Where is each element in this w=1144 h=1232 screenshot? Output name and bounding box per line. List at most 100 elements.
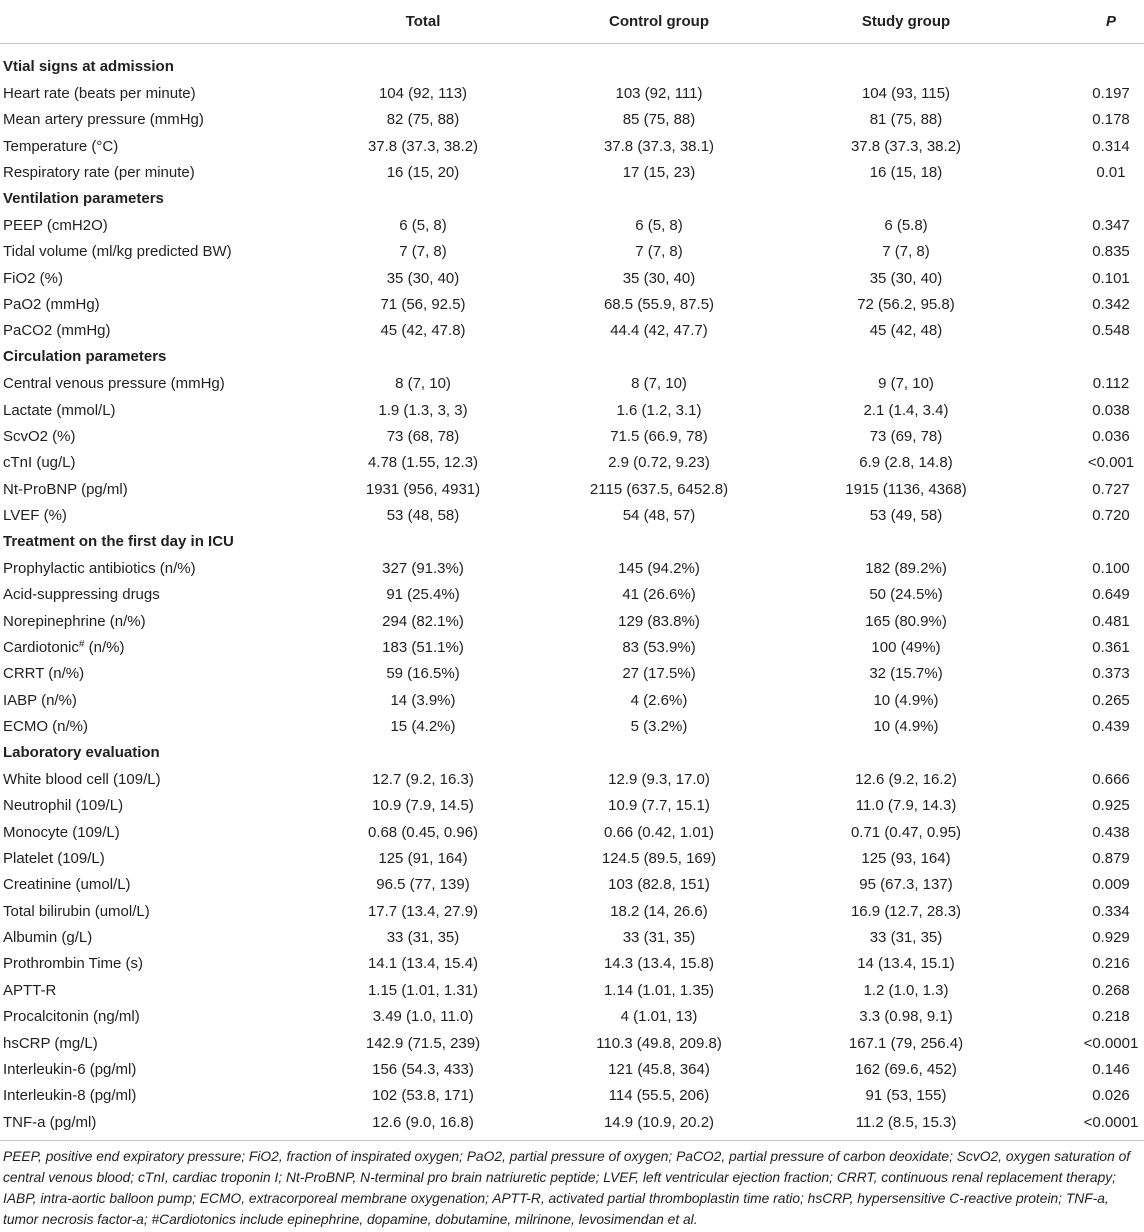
table-row: cTnI (ug/L) 4.78 (1.55, 12.3) 2.9 (0.72, 9…: [0, 450, 1144, 476]
cell-total: 102 (53.8, 171): [372, 1087, 474, 1105]
cell-study: 72 (56.2, 95.8): [857, 296, 955, 314]
cell-control: 1.14 (1.01, 1.35): [603, 981, 715, 999]
cell-total: 294 (82.1%): [382, 612, 464, 630]
cell-total: 82 (75, 88): [386, 111, 460, 129]
row-label: TNF-a (pg/ml): [3, 1113, 97, 1131]
cell-total: 142.9 (71.5, 239): [365, 1034, 481, 1052]
row-label-unit: (n/%): [84, 638, 125, 656]
row-label: Prophylactic antibiotics (n/%): [3, 559, 196, 577]
row-label: Albumin (g/L): [3, 929, 93, 947]
cell-p: 0.347: [1092, 216, 1130, 234]
row-label: Lactate (mmol/L): [3, 401, 116, 419]
footnote-line: tumor necrosis factor-a; #Cardiotonics i…: [3, 1212, 698, 1228]
table-row: ScvO2 (%) 73 (68, 78) 71.5 (66.9, 78) 73 (6…: [0, 423, 1144, 449]
table-row: CRRT (n/%) 59 (16.5%) 27 (17.5%) 32 (15.7%)…: [0, 661, 1144, 687]
cell-control: 5 (3.2%): [630, 718, 688, 736]
table-row: PaCO2 (mmHg) 45 (42, 47.8) 44.4 (42, 47.7)…: [0, 318, 1144, 344]
table-row: Prothrombin Time (s) 14.1 (13.4, 15.4) 14.…: [0, 951, 1144, 977]
cell-p: 0.929: [1092, 929, 1130, 947]
cell-control: 129 (83.8%): [618, 612, 700, 630]
cell-control: 68.5 (55.9, 87.5): [603, 296, 715, 314]
row-label: APTT-R: [3, 981, 57, 999]
row-label: Mean artery pressure (mmHg): [3, 111, 204, 129]
cell-control: 35 (30, 40): [622, 269, 696, 287]
row-label: Temperature (°C): [3, 137, 119, 155]
cell-total: 8 (7, 10): [395, 375, 451, 393]
cell-control: 7 (7, 8): [635, 243, 683, 261]
table-row: Tidal volume (ml/kg predicted BW) 7 (7, 8…: [0, 239, 1144, 265]
cell-p: <0.0001: [1083, 1034, 1139, 1052]
cell-study: 37.8 (37.3, 38.2): [850, 137, 962, 155]
cell-p: 0.925: [1092, 797, 1130, 815]
footnote: PEEP, positive end expiratory pressure; …: [0, 1141, 1144, 1230]
cell-control: 85 (75, 88): [622, 111, 696, 129]
cell-total: 35 (30, 40): [386, 269, 460, 287]
row-label: Acid-suppressing drugs: [3, 586, 160, 604]
cell-total: 73 (68, 78): [386, 427, 460, 445]
cell-total: 10.9 (7.9, 14.5): [372, 797, 474, 815]
table-body: Vtial signs at admission Heart rate (beat…: [0, 54, 1144, 1142]
row-label: Neutrophil (109/L): [3, 797, 124, 815]
row-label: Platelet (109/L): [3, 849, 105, 867]
cell-study: 11.2 (8.5, 15.3): [855, 1113, 957, 1131]
cell-study: 182 (89.2%): [865, 559, 947, 577]
cell-control: 54 (48, 57): [622, 507, 696, 525]
cell-study: 12.6 (9.2, 16.2): [855, 770, 957, 788]
table-row: Albumin (g/L) 33 (31, 35) 33 (31, 35) 33 (3…: [0, 924, 1144, 950]
cell-study: 14 (13.4, 15.1): [857, 955, 955, 973]
cell-total: 96.5 (77, 139): [376, 876, 470, 894]
cell-study: 1915 (1136, 4368): [845, 480, 967, 498]
cell-total: 12.6 (9.0, 16.8): [372, 1113, 474, 1131]
cell-total: 1.9 (1.3, 3, 3): [378, 401, 468, 419]
row-label: Nt-ProBNP (pg/ml): [3, 480, 128, 498]
cell-control: 6 (5, 8): [635, 216, 683, 234]
row-label: Cardiotonic# (n/%): [0, 639, 262, 656]
table-row: White blood cell (109/L) 12.7 (9.2, 16.3)…: [0, 766, 1144, 792]
table-header: Total Control group Study group P: [0, 0, 1144, 44]
table-row: PEEP (cmH2O) 6 (5, 8) 6 (5, 8) 6 (5.8) 0.347: [0, 212, 1144, 238]
cell-total: 15 (4.2%): [390, 718, 456, 736]
cell-p: 0.439: [1092, 718, 1130, 736]
cell-study: 100 (49%): [871, 638, 941, 656]
table-row: Acid-suppressing drugs 91 (25.4%) 41 (26.6…: [0, 582, 1144, 608]
row-label: Interleukin-8 (pg/ml): [3, 1087, 137, 1105]
cell-study: 1.2 (1.0, 1.3): [863, 981, 949, 999]
cell-study: 10 (4.9%): [873, 691, 939, 709]
section-title: Ventilation parameters: [3, 189, 164, 207]
cell-total: 33 (31, 35): [386, 929, 460, 947]
cell-total: 71 (56, 92.5): [380, 296, 466, 314]
cell-total: 45 (42, 47.8): [380, 322, 466, 340]
cell-control: 124.5 (89.5, 169): [601, 849, 717, 867]
cell-p: 0.009: [1092, 876, 1130, 894]
row-label: CRRT (n/%): [3, 665, 85, 683]
cell-p: 0.666: [1092, 770, 1130, 788]
cell-total: 7 (7, 8): [399, 243, 447, 261]
table-row: Procalcitonin (ng/ml) 3.49 (1.0, 11.0) 4 (…: [0, 1004, 1144, 1030]
table-row: Total bilirubin (umol/L) 17.7 (13.4, 27.9…: [0, 898, 1144, 924]
cell-control: 4 (1.01, 13): [620, 1008, 698, 1026]
cell-total: 53 (48, 58): [386, 507, 460, 525]
cell-p: 0.112: [1092, 375, 1130, 393]
row-label: Total bilirubin (umol/L): [3, 902, 150, 920]
row-label: PEEP (cmH2O): [3, 216, 108, 234]
row-label: hsCRP (mg/L): [3, 1034, 98, 1052]
cell-p: <0.001: [1087, 454, 1135, 472]
cell-p: 0.649: [1092, 586, 1130, 604]
footnote-marker: #: [78, 638, 85, 650]
table-row: FiO2 (%) 35 (30, 40) 35 (30, 40) 35 (30, 40…: [0, 265, 1144, 291]
cell-p: 0.361: [1092, 638, 1130, 656]
cell-control: 37.8 (37.3, 38.1): [603, 137, 715, 155]
cell-p: 0.342: [1092, 296, 1130, 314]
row-label: Norepinephrine (n/%): [3, 612, 146, 630]
cell-control: 18.2 (14, 26.6): [610, 902, 708, 920]
cell-control: 10.9 (7.7, 15.1): [608, 797, 710, 815]
cell-control: 114 (55.5, 206): [608, 1087, 710, 1105]
section-title: Vtial signs at admission: [3, 58, 174, 75]
cell-study: 3.3 (0.98, 9.1): [859, 1008, 953, 1026]
cell-p: 0.178: [1092, 111, 1130, 129]
cell-total: 327 (91.3%): [382, 559, 464, 577]
cell-study: 9 (7, 10): [878, 375, 934, 393]
cell-total: 14.1 (13.4, 15.4): [367, 955, 479, 973]
cell-control: 0.66 (0.42, 1.01): [603, 823, 715, 841]
cell-total: 6 (5, 8): [399, 216, 447, 234]
